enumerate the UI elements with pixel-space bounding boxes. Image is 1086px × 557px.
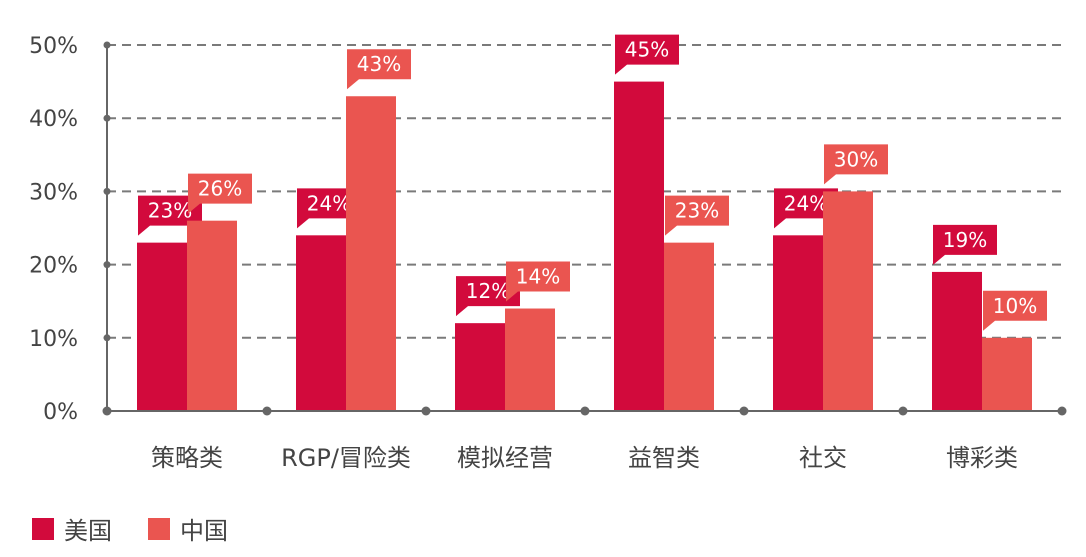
x-axis-dot xyxy=(739,406,749,416)
x-axis-dot xyxy=(421,406,431,416)
data-label-bg xyxy=(774,188,838,229)
bar xyxy=(296,235,346,411)
x-axis-dot xyxy=(262,406,272,416)
data-label-bg xyxy=(456,276,520,317)
data-label: 23% xyxy=(665,195,729,236)
data-label-text: 23% xyxy=(148,199,192,223)
x-tick-label: 益智类 xyxy=(628,444,700,472)
data-label-bg xyxy=(615,34,679,75)
data-label-text: 26% xyxy=(198,177,242,201)
bar xyxy=(982,337,1032,411)
x-axis-dot xyxy=(898,406,908,416)
data-label-text: 14% xyxy=(516,265,560,289)
data-label-text: 30% xyxy=(834,147,878,171)
data-label-bg xyxy=(665,195,729,236)
y-tick-label: 0% xyxy=(43,400,78,425)
data-label-text: 24% xyxy=(784,191,828,215)
x-tick-label: 模拟经营 xyxy=(457,444,553,472)
data-label: 19% xyxy=(933,224,997,265)
legend-swatch-cn xyxy=(148,517,170,540)
data-label-bg xyxy=(138,195,202,236)
legend-item-us: 美国 xyxy=(32,511,112,546)
legend-label-cn: 中国 xyxy=(180,517,228,545)
x-axis-dot xyxy=(102,406,112,416)
data-label-bg xyxy=(347,49,411,90)
y-tick-label: 40% xyxy=(29,107,78,132)
data-label: 23% xyxy=(138,195,202,236)
data-label: 43% xyxy=(347,49,411,90)
legend-swatch-us xyxy=(32,517,54,540)
y-tick-label: 10% xyxy=(29,327,78,352)
data-label-text: 10% xyxy=(993,294,1037,318)
legend-item-cn: 中国 xyxy=(148,511,228,546)
bar xyxy=(664,242,714,411)
x-axis-dot xyxy=(1057,406,1067,416)
bar xyxy=(823,191,873,411)
x-axis-dot xyxy=(580,406,590,416)
bar xyxy=(505,308,555,411)
data-label-text: 45% xyxy=(625,38,669,62)
bar xyxy=(614,81,664,411)
data-label-bg xyxy=(824,144,888,185)
bar xyxy=(346,96,396,412)
data-label-bg xyxy=(506,261,570,302)
x-tick-label: 博彩类 xyxy=(946,444,1018,472)
bar xyxy=(137,242,187,411)
data-label-text: 43% xyxy=(357,52,401,76)
data-label-text: 19% xyxy=(943,228,987,252)
data-label: 14% xyxy=(506,261,570,302)
data-label-text: 12% xyxy=(466,279,510,303)
bar xyxy=(773,235,823,411)
data-label: 24% xyxy=(297,188,361,229)
y-tick-label: 30% xyxy=(29,180,78,205)
bar xyxy=(932,271,982,411)
x-tick-label: 策略类 xyxy=(151,444,223,472)
legend: 美国 中国 xyxy=(32,511,264,546)
x-tick-label: 社交 xyxy=(799,444,847,472)
data-label: 45% xyxy=(615,34,679,75)
data-label-text: 23% xyxy=(675,199,719,223)
data-label-bg xyxy=(983,290,1047,331)
data-label-bg xyxy=(933,224,997,265)
legend-label-us: 美国 xyxy=(64,517,112,545)
bar xyxy=(455,323,505,411)
data-label-text: 24% xyxy=(307,191,351,215)
x-tick-label: RGP/冒险类 xyxy=(281,444,411,472)
data-label: 30% xyxy=(824,144,888,185)
data-label: 24% xyxy=(774,188,838,229)
data-label: 26% xyxy=(188,173,252,214)
data-label-bg xyxy=(297,188,361,229)
y-tick-label: 50% xyxy=(29,34,78,59)
data-label-bg xyxy=(188,173,252,214)
bar xyxy=(187,220,237,411)
y-tick-label: 20% xyxy=(29,254,78,279)
bar-chart: 0%10%20%30%40%50%23%26%策略类24%43%RGP/冒险类1… xyxy=(29,34,1067,472)
data-label: 12% xyxy=(456,276,520,317)
data-label: 10% xyxy=(983,290,1047,331)
